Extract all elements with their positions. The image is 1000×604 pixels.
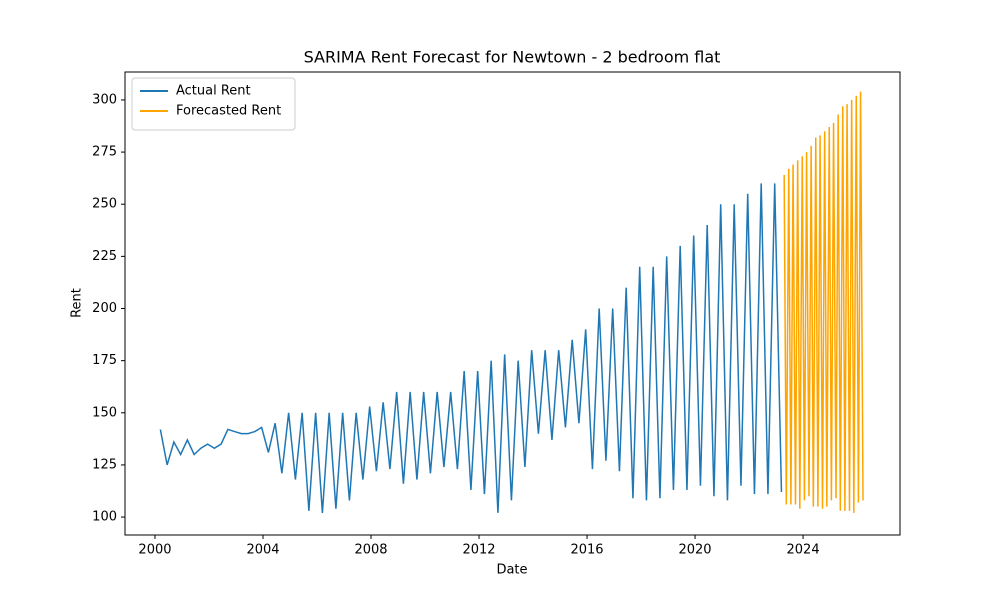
x-tick-label: 2000 — [138, 543, 171, 558]
y-tick-label: 150 — [92, 405, 117, 420]
legend-label: Actual Rent — [176, 84, 251, 99]
x-tick-label: 2004 — [246, 543, 279, 558]
plot-frame — [124, 71, 901, 536]
legend-box — [131, 77, 296, 131]
y-tick-label: 275 — [92, 145, 117, 160]
x-axis-label: Date — [496, 563, 527, 578]
y-axis-label: Rent — [70, 288, 85, 318]
data-line — [783, 91, 864, 513]
y-tick-label: 125 — [92, 457, 117, 472]
legend-label: Forecasted Rent — [176, 104, 281, 119]
chart-title: SARIMA Rent Forecast for Newtown - 2 bed… — [304, 48, 721, 67]
y-tick-label: 225 — [92, 249, 117, 264]
x-tick-label: 2016 — [570, 543, 603, 558]
x-tick-label: 2020 — [678, 543, 711, 558]
x-tick-label: 2012 — [462, 543, 495, 558]
x-tick-label: 2008 — [354, 543, 387, 558]
y-tick-label: 300 — [92, 92, 117, 107]
x-tick-label: 2024 — [787, 543, 820, 558]
y-tick-label: 100 — [92, 510, 117, 525]
data-line — [159, 183, 783, 513]
y-tick-label: 200 — [92, 301, 117, 316]
y-tick-label: 250 — [92, 197, 117, 212]
y-tick-label: 175 — [92, 353, 117, 368]
